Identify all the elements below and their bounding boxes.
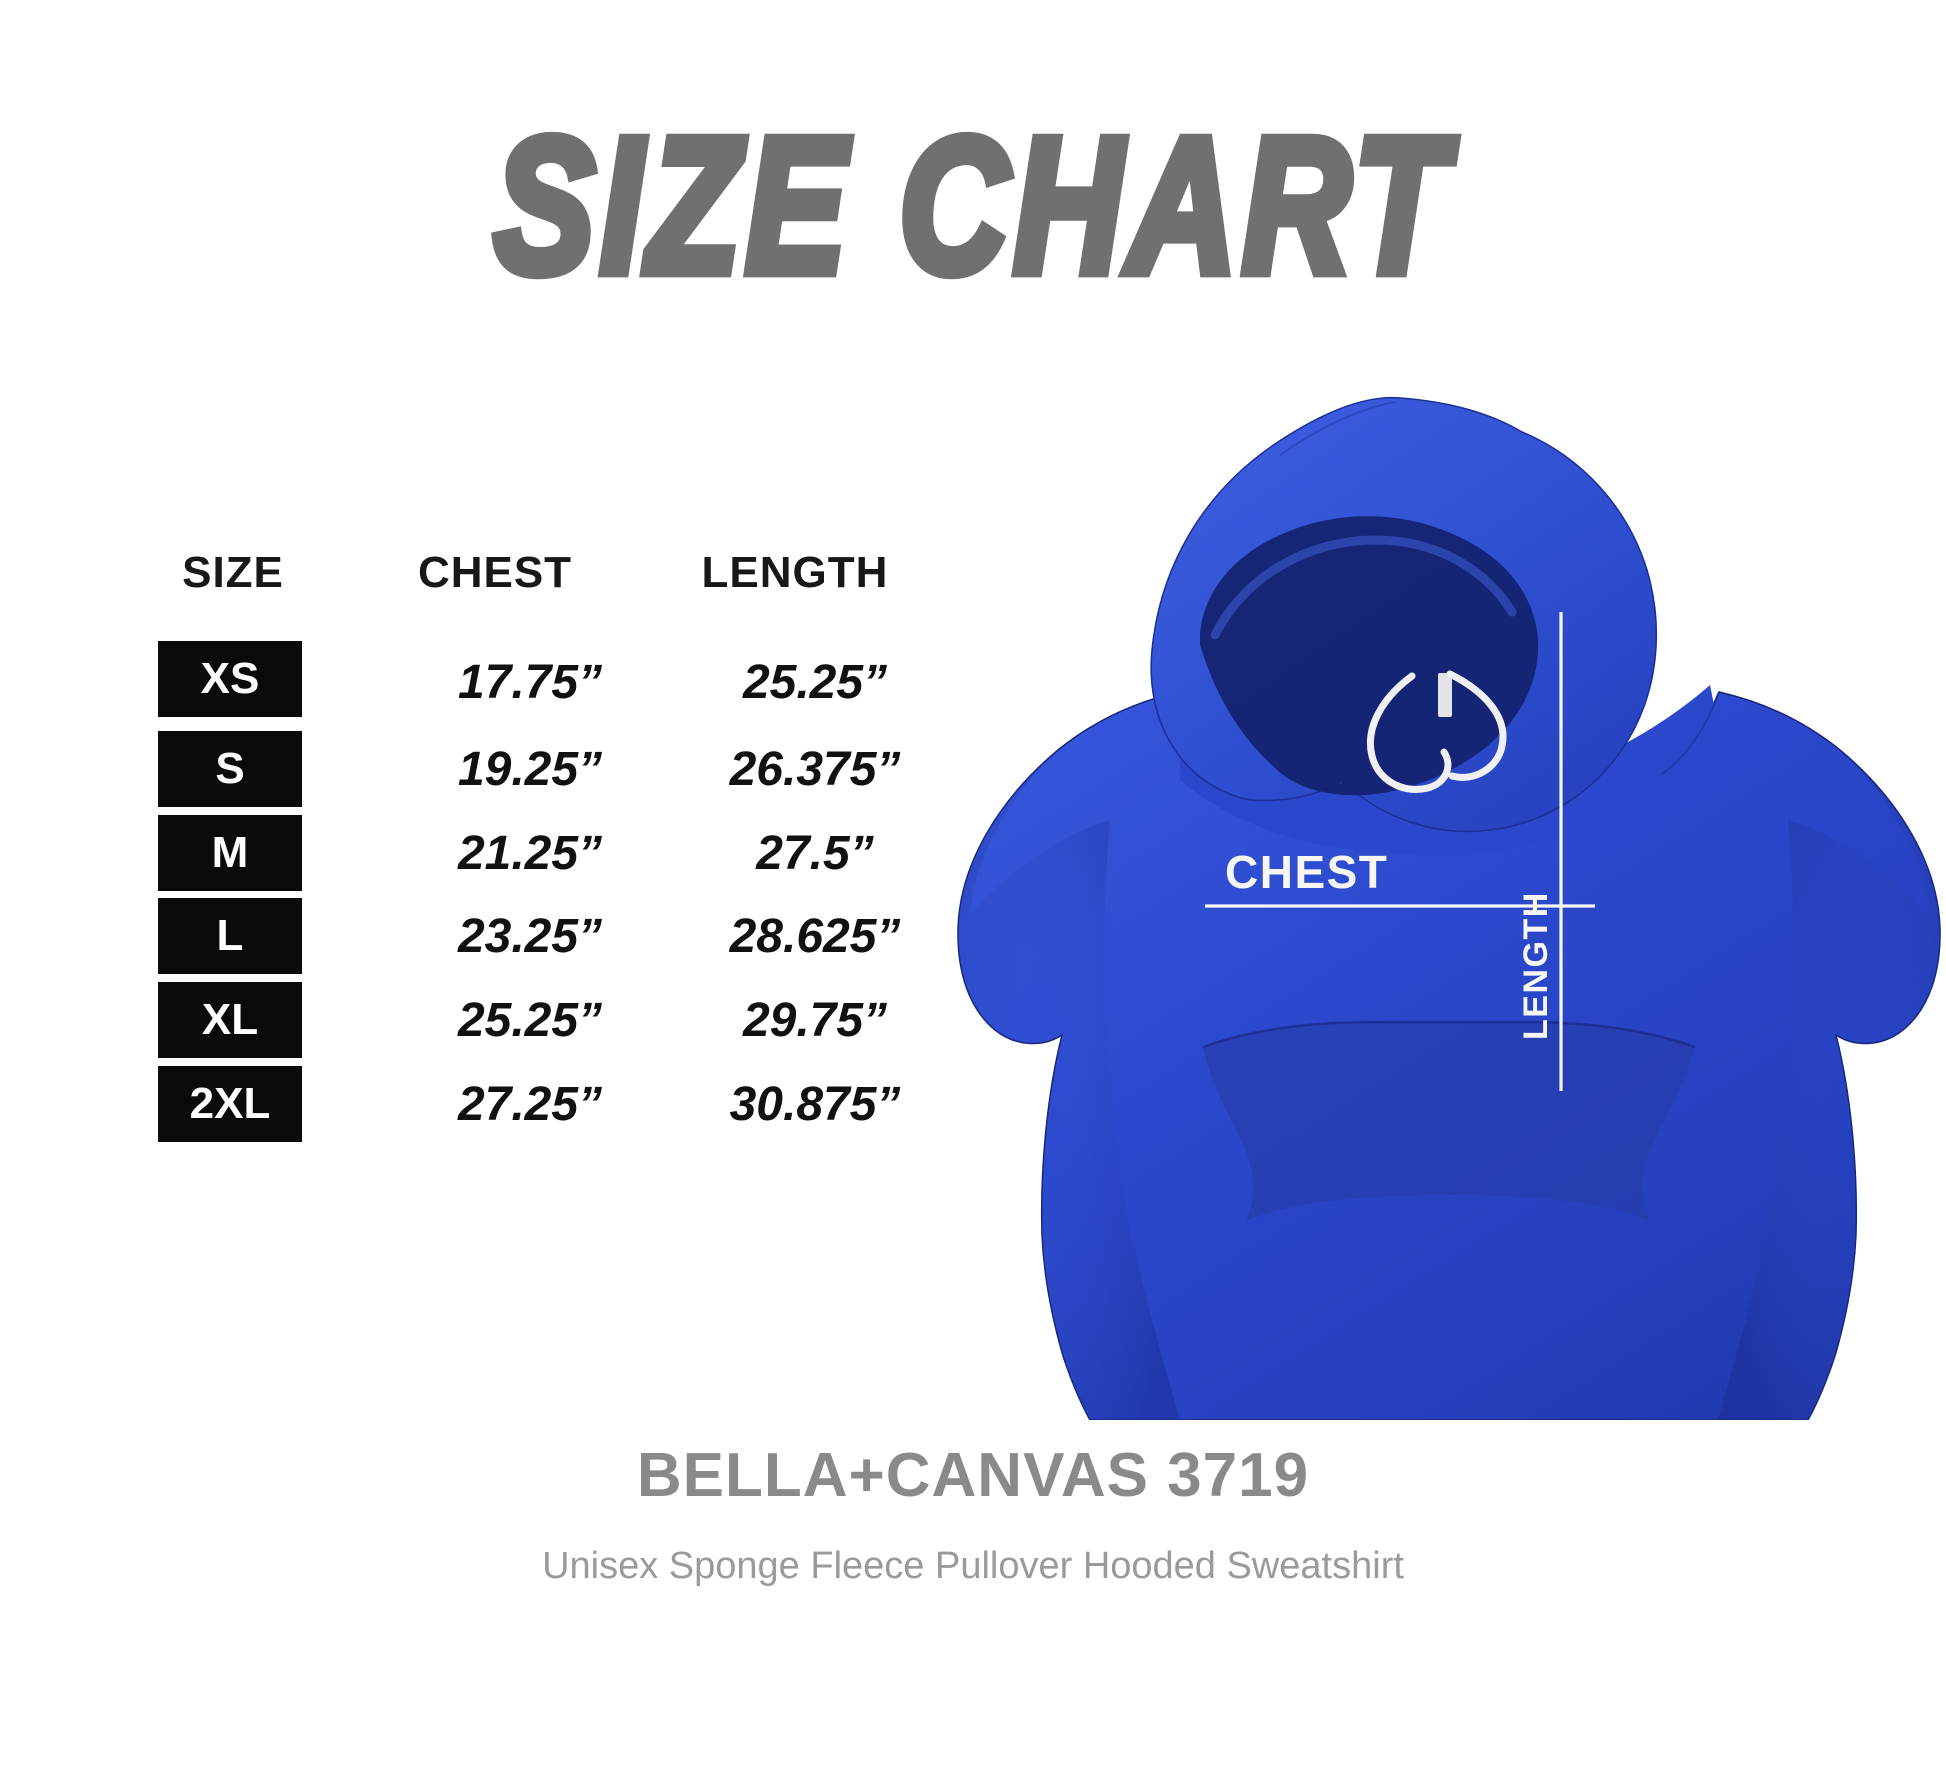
- svg-text:CHEST: CHEST: [1225, 846, 1388, 898]
- svg-text:LENGTH: LENGTH: [1517, 891, 1555, 1040]
